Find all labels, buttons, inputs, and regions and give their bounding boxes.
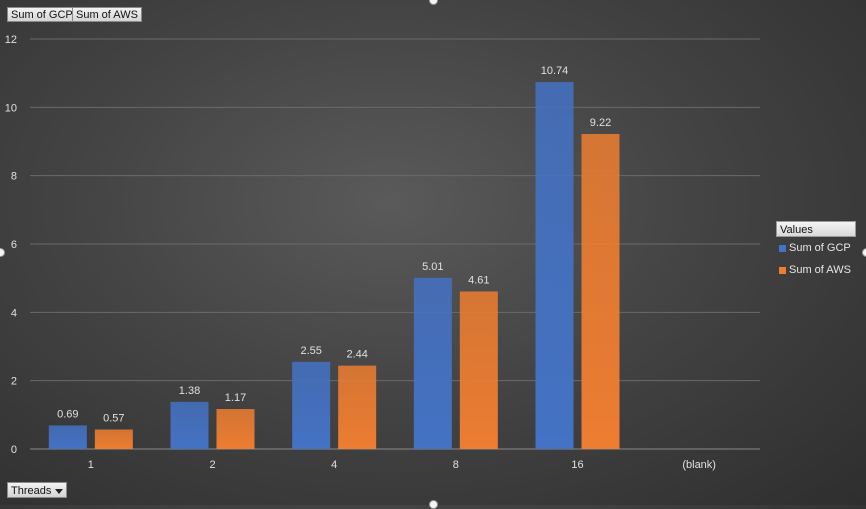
data-label: 0.69 (57, 408, 78, 420)
x-tick-label: 4 (331, 459, 337, 471)
bar-aws-1[interactable] (94, 429, 133, 449)
bar-aws-2[interactable] (216, 409, 255, 449)
data-label: 4.61 (468, 274, 489, 286)
legend-item-aws: Sum of AWS (776, 259, 856, 281)
x-tick-label: 2 (209, 459, 215, 471)
x-tick-label: 1 (88, 459, 94, 471)
data-label: 5.01 (422, 261, 443, 273)
bar-aws-4[interactable] (338, 365, 377, 449)
x-axis: 1 2 4 8 16 (blank) (88, 459, 716, 471)
y-tick-label: 6 (11, 239, 17, 251)
data-labels: 0.69 0.57 1.38 1.17 2.55 2.44 5.01 4.61 10.74 9.2… (57, 65, 611, 424)
legend-title[interactable]: Values (776, 221, 856, 237)
bar-gcp-1[interactable] (48, 425, 87, 449)
resize-handle-top[interactable] (429, 0, 438, 5)
x-tick-label: 8 (453, 459, 459, 471)
y-tick-label: 4 (11, 307, 17, 319)
data-label: 9.22 (590, 117, 611, 129)
legend-item-gcp: Sum of GCP (776, 237, 856, 259)
legend-label-gcp: Sum of GCP (789, 242, 851, 254)
resize-handle-right[interactable] (862, 248, 866, 257)
legend-label-aws: Sum of AWS (789, 264, 851, 276)
data-label: 1.17 (225, 392, 246, 404)
bar-aws-8[interactable] (459, 291, 498, 449)
legend-swatch-aws (779, 266, 786, 274)
bar-gcp-4[interactable] (292, 361, 331, 449)
threads-field-label: Threads (11, 485, 52, 497)
y-tick-label: 8 (11, 171, 17, 183)
chevron-down-icon (55, 488, 64, 494)
data-label: 1.38 (179, 385, 200, 397)
y-tick-label: 2 (11, 376, 17, 388)
data-label: 10.74 (541, 65, 569, 77)
bar-aws-16[interactable] (581, 133, 620, 449)
bars (48, 82, 620, 450)
sum-of-aws-field-button[interactable]: Sum of AWS (72, 7, 142, 22)
x-tick-label: (blank) (682, 459, 716, 471)
x-tick-label: 16 (571, 459, 583, 471)
y-tick-label: 10 (5, 102, 17, 114)
bar-gcp-2[interactable] (170, 401, 209, 449)
sum-of-gcp-field-button[interactable]: Sum of GCP (7, 7, 77, 22)
data-label: 2.55 (300, 345, 321, 357)
resize-handle-left[interactable] (0, 248, 5, 257)
y-tick-label: 12 (5, 34, 17, 46)
legend: Values Sum of GCP Sum of AWS (776, 221, 856, 281)
bar-gcp-16[interactable] (535, 82, 574, 450)
bar-gcp-8[interactable] (413, 277, 452, 449)
data-label: 2.44 (346, 349, 367, 361)
y-axis: 0 2 4 6 8 10 12 (5, 34, 17, 456)
y-tick-label: 0 (11, 444, 17, 456)
gridlines (30, 38, 760, 450)
legend-swatch-gcp (779, 244, 786, 252)
data-label: 0.57 (103, 413, 124, 425)
threads-field-button[interactable]: Threads (7, 482, 68, 498)
